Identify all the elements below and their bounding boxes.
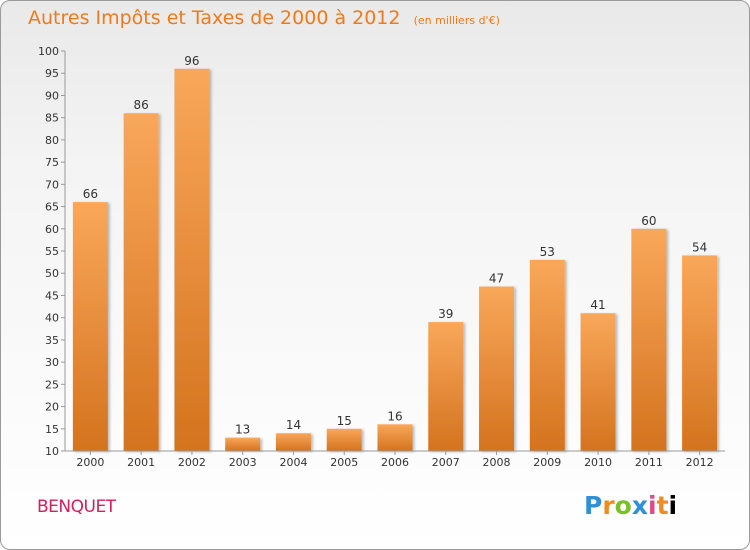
bar-2011 (631, 228, 667, 451)
y-tick-label: 25 (45, 378, 59, 391)
commune-name: BENQUET (37, 497, 116, 517)
y-tick-label: 85 (45, 112, 59, 125)
value-label-2010: 41 (590, 298, 605, 312)
value-label-2002: 96 (184, 54, 199, 68)
x-axis: 2000 2001 2002 2003 2004 2005 2006 2007 2008 2009… (65, 450, 725, 469)
bars: 66 86 96 13 14 15 16 39 47 53 41 60 54 (72, 54, 718, 452)
y-tick-label: 90 (45, 89, 59, 102)
x-tick-label-2012: 2012 (686, 456, 714, 469)
x-tick-label-2000: 2000 (76, 456, 104, 469)
bar-2002 (174, 68, 210, 452)
value-label-2011: 60 (641, 214, 656, 228)
bar-2005 (326, 428, 362, 451)
x-tick-label-2005: 2005 (330, 456, 358, 469)
y-tick-label: 15 (45, 423, 59, 436)
y-tick-label: 45 (45, 289, 59, 302)
bar-2007 (428, 322, 464, 451)
x-tick-label-2003: 2003 (229, 456, 257, 469)
y-tick-label: 40 (45, 312, 59, 325)
y-tick-label: 60 (45, 223, 59, 236)
x-tick-label-2009: 2009 (533, 456, 561, 469)
x-tick-label-2001: 2001 (127, 456, 155, 469)
bar-2008 (479, 286, 515, 451)
x-tick-label-2004: 2004 (279, 456, 307, 469)
value-label-2007: 39 (438, 307, 453, 321)
y-tick-label: 70 (45, 178, 59, 191)
y-tick-label: 10 (45, 445, 59, 458)
y-tick-label: 50 (45, 267, 59, 280)
bar-2010 (580, 313, 616, 451)
bar-2009 (529, 259, 565, 451)
value-label-2012: 54 (692, 240, 707, 254)
value-label-2006: 16 (387, 409, 402, 423)
chart-title: Autres Impôts et Taxes de 2000 à 2012 (28, 7, 401, 29)
value-label-2003: 13 (235, 423, 250, 437)
y-tick-label: 55 (45, 245, 59, 258)
x-tick-label-2008: 2008 (483, 456, 511, 469)
value-label-2008: 47 (489, 272, 504, 286)
proxiti-logo: Proxiti (584, 491, 678, 520)
chart-subtitle: (en milliers d'€) (413, 14, 500, 27)
value-label-2005: 15 (337, 414, 352, 428)
y-axis: 10 15 20 25 30 35 40 45 50 55 60 65 70 75 80 85 90 95 100 (38, 45, 66, 458)
y-tick-label: 20 (45, 401, 59, 414)
x-tick-label-2002: 2002 (178, 456, 206, 469)
bar-2000 (72, 202, 108, 451)
x-tick-label-2011: 2011 (635, 456, 663, 469)
bar-2006 (377, 424, 413, 451)
bar-2012 (682, 255, 718, 451)
bar-2001 (123, 113, 159, 451)
title-row: Autres Impôts et Taxes de 2000 à 2012 (e… (28, 7, 500, 29)
x-tick-label-2006: 2006 (381, 456, 409, 469)
value-label-2001: 86 (134, 98, 149, 112)
bar-2003 (225, 437, 261, 451)
y-tick-label: 30 (45, 356, 59, 369)
y-tick-label: 75 (45, 156, 59, 169)
y-tick-label: 80 (45, 134, 59, 147)
value-label-2009: 53 (540, 245, 555, 259)
x-tick-label-2010: 2010 (584, 456, 612, 469)
y-tick-label: 100 (38, 45, 59, 58)
y-tick-label: 35 (45, 334, 59, 347)
y-tick-label: 95 (45, 67, 59, 80)
value-label-2000: 66 (83, 187, 98, 201)
value-label-2004: 14 (286, 418, 301, 432)
x-tick-label-2007: 2007 (432, 456, 460, 469)
bar-2004 (275, 433, 311, 451)
y-tick-label: 65 (45, 201, 59, 214)
